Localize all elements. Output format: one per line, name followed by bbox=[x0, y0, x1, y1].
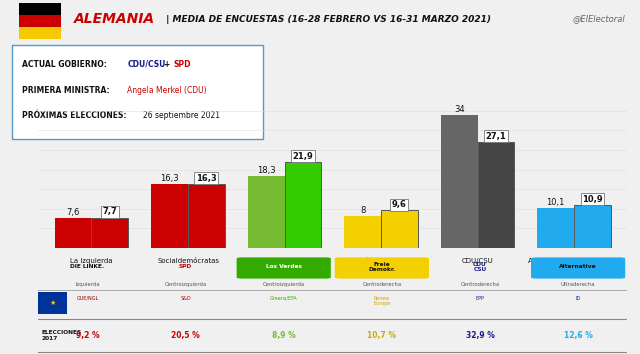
Text: S&D: S&D bbox=[180, 296, 191, 301]
Text: Angela Merkel (CDU): Angela Merkel (CDU) bbox=[127, 86, 207, 95]
Text: Greens/EFA: Greens/EFA bbox=[270, 296, 298, 301]
Text: Centroderecha: Centroderecha bbox=[362, 282, 401, 287]
Text: CDU
CSU: CDU CSU bbox=[473, 262, 487, 272]
Bar bbox=[19, 27, 61, 39]
Text: 9,2 %: 9,2 % bbox=[76, 331, 99, 340]
Text: ELECCIONES
2017: ELECCIONES 2017 bbox=[42, 330, 81, 341]
Text: Freie
Demokr.: Freie Demokr. bbox=[368, 262, 396, 272]
Text: ★: ★ bbox=[49, 300, 56, 306]
Text: Los Verdes: Los Verdes bbox=[266, 258, 303, 264]
Bar bbox=[188, 184, 225, 248]
FancyBboxPatch shape bbox=[531, 257, 625, 279]
Text: Renew
Europe: Renew Europe bbox=[373, 296, 390, 307]
Text: 18,3: 18,3 bbox=[257, 166, 275, 175]
Text: GUE/NGL: GUE/NGL bbox=[76, 296, 99, 301]
Text: 7,6: 7,6 bbox=[67, 208, 80, 217]
Text: Centroderecha: Centroderecha bbox=[460, 282, 500, 287]
Bar bbox=[92, 218, 128, 248]
Bar bbox=[55, 218, 92, 248]
Bar bbox=[285, 162, 321, 248]
Text: 27,1: 27,1 bbox=[486, 132, 506, 141]
Text: Ultraderecha: Ultraderecha bbox=[561, 282, 595, 287]
Text: Socialdemócratas: Socialdemócratas bbox=[157, 258, 219, 264]
Bar bbox=[538, 208, 574, 248]
Text: @ElElectoral: @ElElectoral bbox=[573, 15, 625, 24]
Text: PRÓXIMAS ELECCIONES:: PRÓXIMAS ELECCIONES: bbox=[22, 111, 127, 120]
Bar bbox=[344, 217, 381, 248]
Text: SPD: SPD bbox=[179, 264, 192, 269]
Text: | MEDIA DE ENCUESTAS (16-28 FEBRERO VS 16-31 MARZO 2021): | MEDIA DE ENCUESTAS (16-28 FEBRERO VS 1… bbox=[163, 15, 492, 24]
Text: 16,3: 16,3 bbox=[161, 174, 179, 183]
Bar bbox=[381, 210, 418, 248]
Text: La Izquierda: La Izquierda bbox=[70, 258, 113, 264]
Text: CDU/CSU: CDU/CSU bbox=[127, 60, 166, 69]
FancyBboxPatch shape bbox=[237, 257, 331, 279]
Text: 10,9: 10,9 bbox=[582, 195, 603, 204]
Bar bbox=[19, 4, 61, 15]
Text: EPP: EPP bbox=[476, 296, 484, 301]
Text: 20,5 %: 20,5 % bbox=[172, 331, 200, 340]
Text: SPD: SPD bbox=[173, 60, 191, 69]
Text: Alternative: Alternative bbox=[559, 264, 597, 269]
Bar bbox=[19, 15, 61, 27]
Bar bbox=[248, 176, 285, 248]
Text: 26 septiembre 2021: 26 septiembre 2021 bbox=[143, 111, 220, 120]
Text: ALEMANIA: ALEMANIA bbox=[74, 12, 155, 26]
Text: 10,7 %: 10,7 % bbox=[367, 331, 396, 340]
Bar bbox=[151, 184, 188, 248]
Text: Centroizquierda: Centroizquierda bbox=[164, 282, 207, 287]
Text: ID: ID bbox=[575, 296, 580, 301]
Text: 8: 8 bbox=[360, 206, 365, 215]
Text: ACTUAL GOBIERNO:: ACTUAL GOBIERNO: bbox=[22, 60, 108, 69]
Text: Izquierda: Izquierda bbox=[76, 282, 100, 287]
Bar bbox=[441, 115, 477, 248]
Text: +: + bbox=[163, 60, 170, 69]
Bar bbox=[574, 205, 611, 248]
Text: PRIMERA MINISTRA:: PRIMERA MINISTRA: bbox=[22, 86, 110, 95]
Text: Alternativa para Alemania: Alternativa para Alemania bbox=[529, 258, 620, 264]
FancyBboxPatch shape bbox=[335, 257, 429, 279]
Text: Demócrático Libre: Demócrático Libre bbox=[349, 258, 413, 264]
Text: 34: 34 bbox=[454, 104, 465, 114]
FancyBboxPatch shape bbox=[12, 45, 263, 139]
Text: CDU/CSU: CDU/CSU bbox=[461, 258, 493, 264]
Text: 32,9 %: 32,9 % bbox=[465, 331, 495, 340]
Text: 10,1: 10,1 bbox=[547, 198, 565, 207]
Text: DIE LINKE.: DIE LINKE. bbox=[70, 264, 104, 269]
Text: 16,3: 16,3 bbox=[196, 174, 217, 183]
Text: Centroizquierda: Centroizquierda bbox=[262, 282, 305, 287]
Text: 9,6: 9,6 bbox=[392, 200, 407, 209]
Text: 8,9 %: 8,9 % bbox=[272, 331, 296, 340]
Text: 12,6 %: 12,6 % bbox=[564, 331, 593, 340]
Text: Los Verdes: Los Verdes bbox=[266, 264, 301, 269]
Text: 21,9: 21,9 bbox=[292, 152, 313, 161]
Bar bbox=[477, 142, 515, 248]
Bar bbox=[38, 292, 67, 314]
Text: 7,7: 7,7 bbox=[102, 207, 117, 217]
